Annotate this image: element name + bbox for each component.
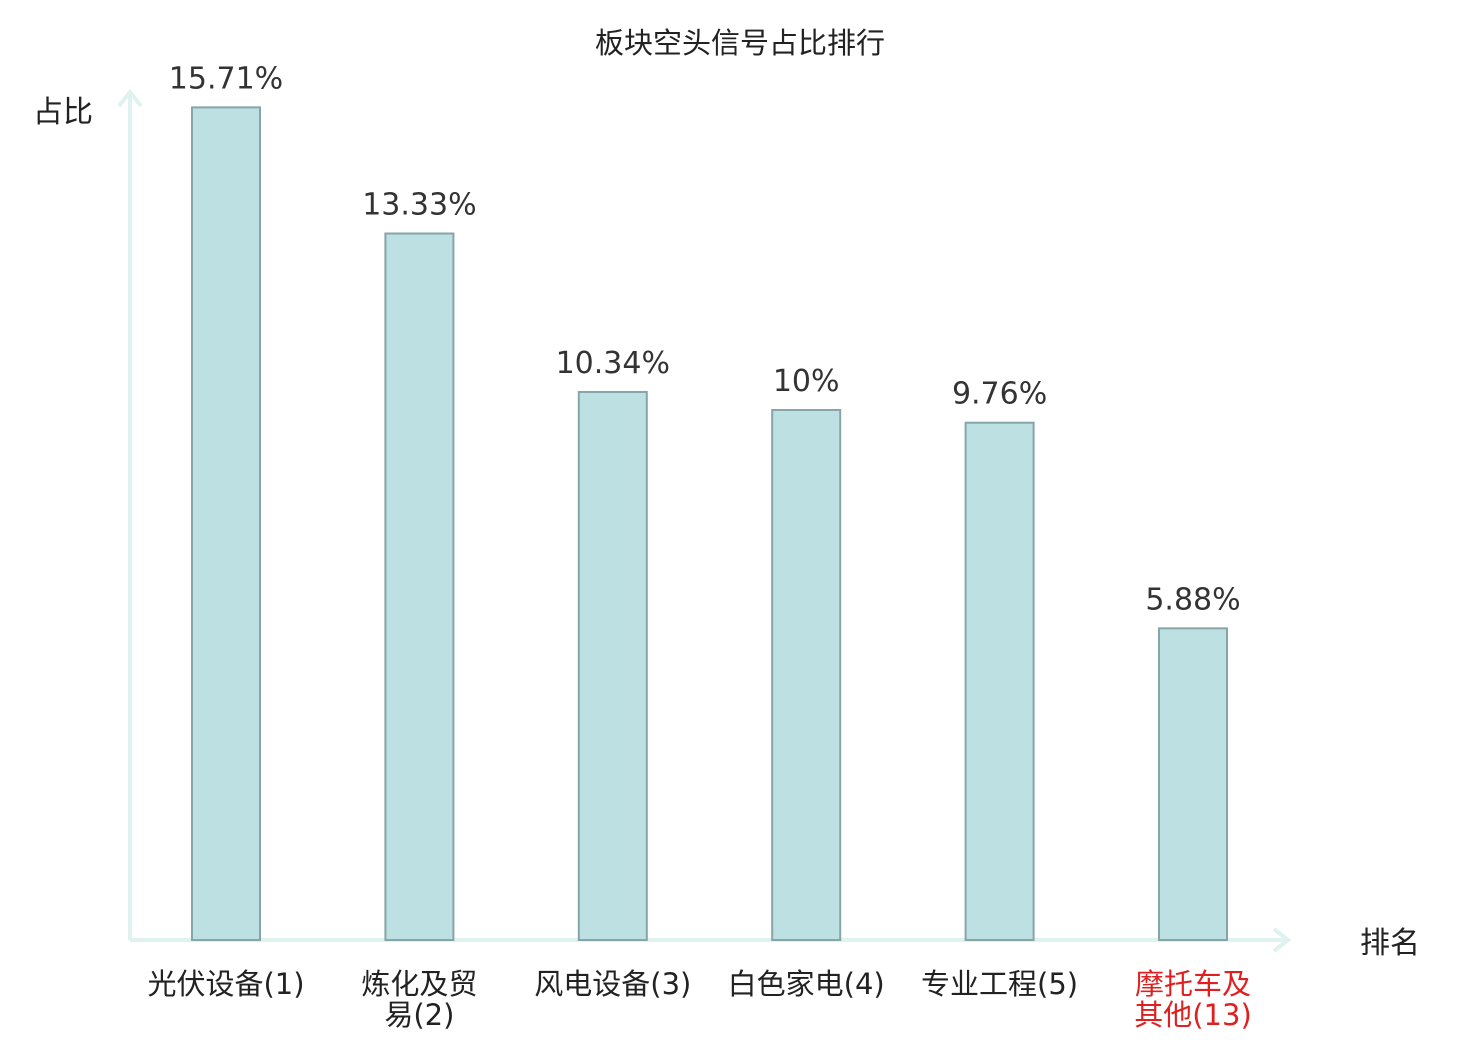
bar-value-label: 10% (773, 364, 840, 399)
value-labels-group: 15.71% 13.33% 10.34% 10% 9.76% 5.88% (169, 61, 1241, 617)
bar-value-label: 15.71% (169, 61, 283, 96)
bar-value-label: 5.88% (1145, 582, 1240, 617)
bar (771, 409, 842, 941)
y-axis (117, 88, 143, 940)
category-label: 风电设备(3) (534, 967, 691, 1001)
bar-value-label: 9.76% (952, 377, 1047, 412)
y-axis-title: 占比 (33, 95, 93, 130)
x-axis-title: 排名 (1360, 926, 1420, 961)
bars-group (191, 106, 1228, 942)
category-label: 光伏设备(1) (147, 967, 304, 1001)
bar (964, 421, 1035, 942)
bar (577, 390, 648, 942)
category-label: 白色家电(4) (728, 967, 885, 1001)
bar (384, 232, 455, 941)
chart-title: 板块空头信号占比排行 (595, 26, 885, 60)
category-label: 专业工程(5) (921, 967, 1078, 1001)
category-label: 摩托车及其他(13) (1134, 967, 1252, 1032)
bar (1158, 627, 1228, 941)
bar (191, 106, 261, 942)
bar-value-label: 13.33% (362, 188, 476, 223)
category-label: 炼化及贸易(2) (361, 967, 477, 1032)
category-labels-group: 光伏设备(1) 炼化及贸易(2) 风电设备(3) 白色家电(4) 专业工程(5) 摩托车及… (147, 967, 1251, 1032)
bar-value-label: 10.34% (556, 346, 670, 381)
x-axis (130, 927, 1292, 953)
